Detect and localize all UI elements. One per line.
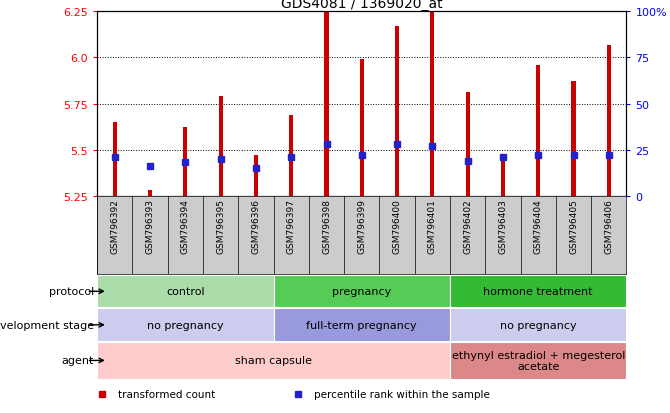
Text: percentile rank within the sample: percentile rank within the sample <box>314 389 490 399</box>
Bar <box>430 12 434 196</box>
Bar <box>218 97 222 196</box>
Bar <box>450 275 626 308</box>
Bar <box>97 275 273 308</box>
Text: GSM796402: GSM796402 <box>463 199 472 253</box>
Text: GSM796398: GSM796398 <box>322 199 331 254</box>
Bar <box>324 12 328 196</box>
Text: control: control <box>166 287 204 297</box>
Text: GSM796397: GSM796397 <box>287 199 295 254</box>
Text: GSM796400: GSM796400 <box>393 199 401 253</box>
Bar <box>184 128 188 196</box>
Text: GSM796392: GSM796392 <box>111 199 119 253</box>
Bar <box>360 60 364 196</box>
Text: no pregnancy: no pregnancy <box>147 320 224 330</box>
Text: GSM796394: GSM796394 <box>181 199 190 253</box>
Bar <box>572 82 576 196</box>
Text: hormone treatment: hormone treatment <box>484 287 593 297</box>
Text: GSM796403: GSM796403 <box>498 199 507 253</box>
Bar <box>395 27 399 196</box>
Bar <box>607 45 611 196</box>
Bar <box>273 275 450 308</box>
Text: transformed count: transformed count <box>119 389 216 399</box>
Text: full-term pregnancy: full-term pregnancy <box>306 320 417 330</box>
Text: ethynyl estradiol + megesterol
acetate: ethynyl estradiol + megesterol acetate <box>452 350 625 371</box>
Bar <box>450 309 626 342</box>
Text: GSM796393: GSM796393 <box>145 199 155 254</box>
Bar <box>501 158 505 196</box>
Text: GSM796395: GSM796395 <box>216 199 225 254</box>
Text: GSM796406: GSM796406 <box>604 199 613 253</box>
Bar <box>97 342 450 379</box>
Bar <box>273 309 450 342</box>
Bar <box>113 123 117 196</box>
Bar <box>148 191 152 196</box>
Text: protocol: protocol <box>48 287 94 297</box>
Bar <box>254 156 258 196</box>
Bar <box>466 93 470 196</box>
Bar <box>536 66 540 196</box>
Text: agent: agent <box>62 356 94 366</box>
Title: GDS4081 / 1369020_at: GDS4081 / 1369020_at <box>281 0 443 12</box>
Bar <box>97 309 273 342</box>
Text: GSM796404: GSM796404 <box>534 199 543 253</box>
Bar <box>289 115 293 196</box>
Text: pregnancy: pregnancy <box>332 287 391 297</box>
Text: no pregnancy: no pregnancy <box>500 320 577 330</box>
Text: sham capsule: sham capsule <box>235 356 312 366</box>
Text: GSM796399: GSM796399 <box>357 199 366 254</box>
Bar <box>450 342 626 379</box>
Text: GSM796396: GSM796396 <box>251 199 261 254</box>
Text: development stage: development stage <box>0 320 94 330</box>
Text: GSM796401: GSM796401 <box>428 199 437 253</box>
Text: GSM796405: GSM796405 <box>569 199 578 253</box>
